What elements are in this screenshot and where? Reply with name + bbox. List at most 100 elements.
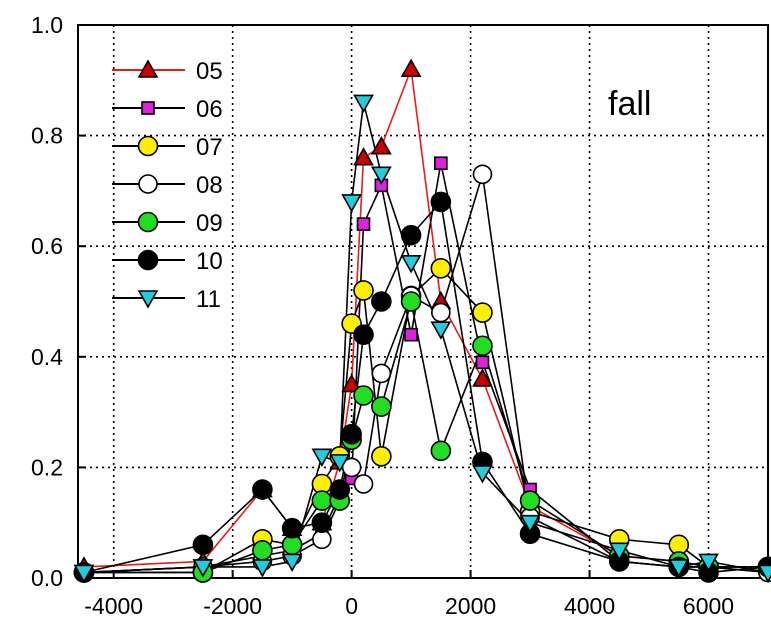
legend-label: 07 (196, 134, 223, 161)
series-10 (83, 200, 769, 574)
data-point (192, 559, 214, 578)
series-07 (83, 267, 768, 574)
series-11-points (73, 94, 771, 584)
legend-item-05: 05 (112, 58, 223, 85)
data-point (281, 553, 303, 573)
y-tick-label: 0.8 (31, 123, 63, 149)
legend-item-07: 07 (112, 134, 223, 161)
data-point (472, 302, 493, 323)
data-point (281, 517, 303, 539)
legend-label: 08 (196, 172, 223, 199)
series-05-points (73, 58, 771, 575)
x-tick-label: 6000 (683, 593, 734, 619)
plot-frame (77, 24, 769, 579)
series-11 (83, 102, 769, 574)
data-point (519, 514, 541, 534)
data-point (370, 136, 392, 155)
data-point (371, 363, 392, 384)
data-point (353, 94, 374, 114)
data-point (353, 147, 374, 166)
series-line (83, 267, 768, 574)
data-point (311, 512, 333, 534)
y-tick-label: 0.0 (31, 565, 63, 591)
data-point (472, 368, 493, 387)
data-point (353, 280, 374, 301)
data-point (371, 396, 392, 417)
data-point (252, 559, 273, 578)
y-tick-label: 0.4 (31, 344, 63, 370)
legend-item-11: 11 (112, 286, 221, 313)
data-point (341, 423, 362, 445)
series-line (83, 68, 768, 568)
axis-ticks: -4000 -2000 0 2000 4000 6000 0.0 0.2 0.4 0.6 0.8 1.… (31, 12, 734, 619)
legend-label: 06 (196, 96, 223, 123)
data-point (353, 474, 374, 494)
legend-marker (141, 101, 155, 115)
legend-marker (137, 211, 159, 233)
x-tick-label: 4000 (564, 593, 615, 619)
y-tick-label: 1.0 (31, 12, 63, 38)
data-point (252, 540, 273, 561)
series-line (83, 102, 769, 574)
data-point (353, 385, 374, 406)
series-10-points (73, 191, 771, 583)
legend-marker (137, 59, 159, 78)
chart-annotation: fall (608, 85, 651, 123)
legend-marker (138, 174, 158, 194)
series-09 (83, 301, 768, 574)
legend-item-09: 09 (112, 210, 223, 237)
data-point (400, 291, 422, 312)
data-point (252, 479, 273, 500)
data-point (370, 166, 392, 185)
y-tick-label: 0.6 (31, 233, 63, 259)
data-point (356, 217, 371, 231)
data-point (192, 534, 214, 556)
legend-label: 10 (196, 248, 223, 275)
series-07-points (73, 258, 771, 583)
data-point (311, 490, 333, 511)
grid-lines (78, 25, 768, 578)
legend-label: 11 (196, 286, 221, 313)
legend-label: 05 (196, 58, 223, 85)
series-layer (73, 58, 771, 584)
data-point (430, 191, 452, 213)
legend-marker (137, 249, 159, 271)
series-line (83, 301, 768, 574)
series-09-points (73, 291, 771, 583)
data-point (698, 553, 719, 573)
data-point (472, 164, 493, 185)
series-06 (83, 163, 769, 574)
data-point (353, 324, 374, 345)
series-05 (83, 68, 768, 568)
data-point (430, 258, 452, 279)
data-point (475, 355, 490, 370)
data-point (400, 224, 422, 246)
data-point (341, 373, 362, 393)
x-tick-label: -4000 (84, 593, 143, 619)
y-tick-label: 0.2 (31, 454, 63, 480)
data-point (472, 335, 493, 357)
data-point (668, 559, 690, 578)
data-point (371, 446, 392, 467)
data-point (472, 465, 493, 484)
series-08-points (74, 164, 771, 583)
data-point (329, 454, 351, 473)
data-point (400, 254, 422, 274)
data-point (73, 564, 95, 584)
data-point (608, 542, 630, 561)
data-point (400, 58, 422, 78)
data-point (341, 194, 362, 213)
data-point (404, 327, 418, 342)
data-point (341, 457, 362, 478)
data-point (430, 440, 452, 462)
data-point (329, 479, 351, 500)
data-point (757, 564, 771, 584)
x-tick-label: -2000 (203, 593, 262, 619)
legend-item-08: 08 (112, 172, 223, 199)
data-point (311, 448, 333, 467)
legend: 05 06 07 08 09 10 11 (112, 58, 223, 313)
data-point (434, 156, 448, 171)
legend-item-10: 10 (112, 248, 223, 275)
data-point (371, 291, 392, 312)
